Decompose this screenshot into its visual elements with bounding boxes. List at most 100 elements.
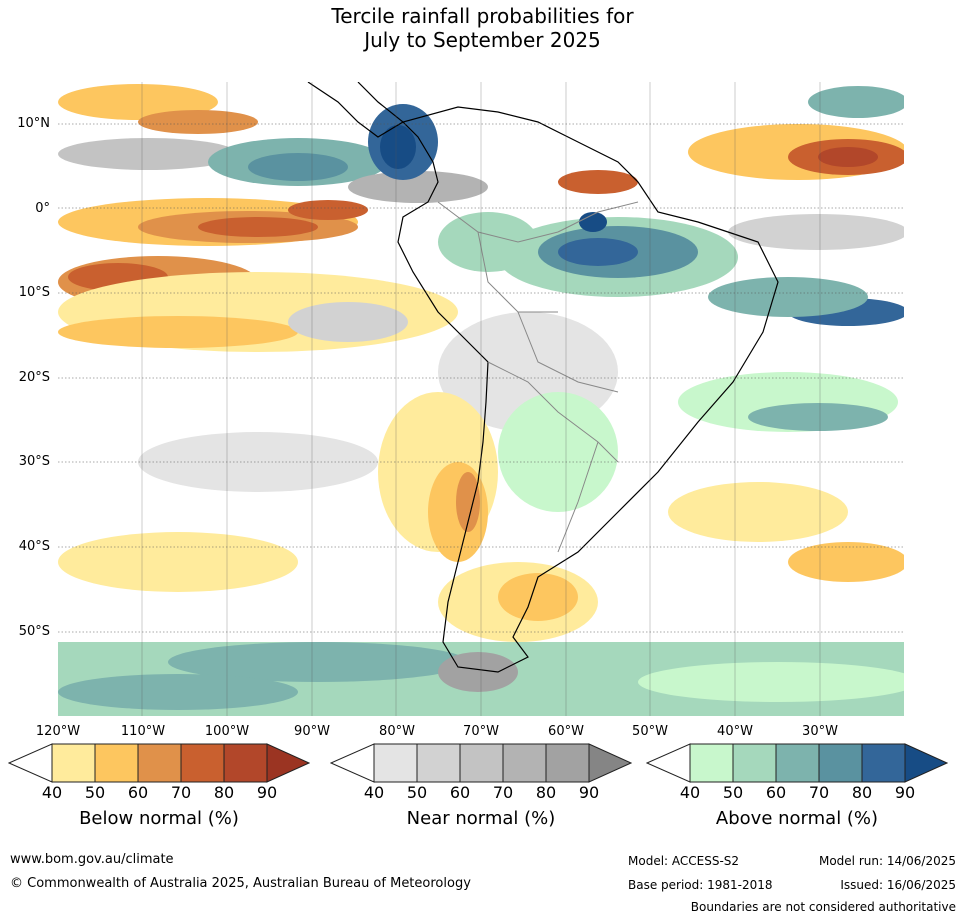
graticule [58, 123, 904, 633]
colorbar-near-normal-bin [416, 743, 461, 783]
base-period: Base period: 1981-2018 [628, 878, 773, 892]
colorbar-near-normal-bin [545, 743, 590, 783]
above-normal-region [438, 212, 538, 272]
colorbar-below-normal-tick: 40 [41, 783, 63, 802]
lon-label-70w: 70°W [463, 724, 499, 739]
lat-label-10n: 10°N [17, 116, 50, 131]
lat-label-0: 0° [35, 201, 50, 216]
below-normal-region [788, 542, 904, 582]
colorbar-below-normal-min-arrow [8, 743, 53, 783]
lon-label-60w: 60°W [548, 724, 584, 739]
colorbar-above-normal [646, 743, 948, 783]
above-normal-region [380, 125, 416, 169]
colorbar-above-normal-svg [646, 743, 948, 783]
above-normal-region [248, 153, 348, 181]
colorbar-near-normal-tick: 70 [492, 783, 514, 802]
rainfall-probability-map [58, 82, 904, 716]
colorbar-near-normal-label: Near normal (%) [406, 808, 556, 829]
above-normal-region [638, 662, 904, 702]
near-normal-region [348, 171, 488, 203]
issued-date: Issued: 16/06/2025 [840, 878, 956, 892]
colorbar-below-normal-bin [223, 743, 268, 783]
lat-label-20s: 20°S [18, 370, 50, 385]
colorbar-near-normal-tick: 80 [535, 783, 557, 802]
colorbar-above-normal-bin [775, 743, 820, 783]
lon-label-110w: 110°W [120, 724, 166, 739]
lon-label-50w: 50°W [632, 724, 668, 739]
map-title: Tercile rainfall probabilities for July … [0, 4, 965, 52]
near-normal-region [288, 302, 408, 342]
above-normal-region [808, 86, 904, 118]
colorbar-below-normal-tick: 70 [170, 783, 192, 802]
below-normal-region [498, 573, 578, 621]
central-america-coastline [307, 82, 405, 138]
colorbar-above-normal-label: Above normal (%) [715, 808, 879, 829]
below-normal-region [138, 110, 258, 134]
below-normal-region [58, 316, 298, 348]
colorbar-below-normal [8, 743, 310, 783]
colorbar-near-normal [330, 743, 632, 783]
colorbar-above-normal-bin [732, 743, 777, 783]
colorbar-near-normal-bin [373, 743, 418, 783]
meridians [141, 82, 821, 716]
model-name: Model: ACCESS-S2 [628, 854, 740, 868]
above-normal-region [558, 238, 638, 266]
colorbar-near-normal-tick: 90 [578, 783, 600, 802]
lon-label-40w: 40°W [717, 724, 753, 739]
colorbar-near-normal-max-arrow [588, 743, 632, 783]
near-normal-region [438, 652, 518, 692]
country-borders [437, 201, 639, 553]
below-normal-region [288, 200, 368, 220]
colorbar-above-normal-bin [689, 743, 734, 783]
title-line-2: July to September 2025 [364, 28, 601, 52]
colorbar-below-normal-max-arrow [266, 743, 310, 783]
website-link[interactable]: www.bom.gov.au/climate [10, 852, 174, 867]
colorbar-near-normal-tick: 50 [406, 783, 428, 802]
lon-label-90w: 90°W [294, 724, 330, 739]
colorbar-near-normal-svg [330, 743, 632, 783]
near-normal-region [58, 138, 238, 170]
colorbar-above-normal-bin [818, 743, 863, 783]
colorbar-below-normal-svg [8, 743, 310, 783]
below-normal-region [456, 472, 480, 532]
lat-label-30s: 30°S [18, 454, 50, 469]
colorbar-above-normal-min-arrow [646, 743, 691, 783]
colorbar-below-normal-bin [180, 743, 225, 783]
colorbar-above-normal-tick: 40 [679, 783, 701, 802]
above-normal-region [498, 392, 618, 512]
above-normal-region [58, 674, 298, 710]
colorbar-above-normal-tick: 70 [808, 783, 830, 802]
colorbar-below-normal-bin [94, 743, 139, 783]
colorbar-below-normal-bin [51, 743, 96, 783]
below-normal-region [668, 482, 848, 542]
colorbar-above-normal-bin [861, 743, 906, 783]
below-normal-region [198, 217, 318, 237]
above-normal-region [168, 642, 468, 682]
colorbar-above-normal-tick: 60 [765, 783, 787, 802]
colorbar-above-normal-tick: 90 [894, 783, 916, 802]
lon-label-100w: 100°W [204, 724, 250, 739]
colorbar-near-normal-bin [502, 743, 547, 783]
below-normal-region [818, 147, 878, 167]
colorbar-near-normal-min-arrow [330, 743, 375, 783]
above-normal-region [748, 403, 888, 431]
colorbar-below-normal-tick: 50 [84, 783, 106, 802]
lon-label-30w: 30°W [802, 724, 838, 739]
above-normal-region [579, 212, 607, 232]
near-normal-region [728, 214, 904, 250]
title-line-1: Tercile rainfall probabilities for [331, 4, 634, 28]
colorbar-near-normal-tick: 40 [363, 783, 385, 802]
below-normal-region [558, 170, 638, 194]
south-america-coastline [397, 106, 779, 673]
colorbar-below-normal-label: Below normal (%) [79, 808, 239, 829]
map-svg [58, 82, 904, 716]
colorbar-above-normal-tick: 80 [851, 783, 873, 802]
probability-shading [58, 84, 904, 716]
colorbar-above-normal-max-arrow [904, 743, 948, 783]
boundaries-note: Boundaries are not considered authoritat… [690, 900, 956, 914]
lat-label-40s: 40°S [18, 539, 50, 554]
colorbar-below-normal-bin [137, 743, 182, 783]
lat-label-50s: 50°S [18, 624, 50, 639]
lon-label-120w: 120°W [35, 724, 81, 739]
above-normal-region [708, 277, 868, 317]
